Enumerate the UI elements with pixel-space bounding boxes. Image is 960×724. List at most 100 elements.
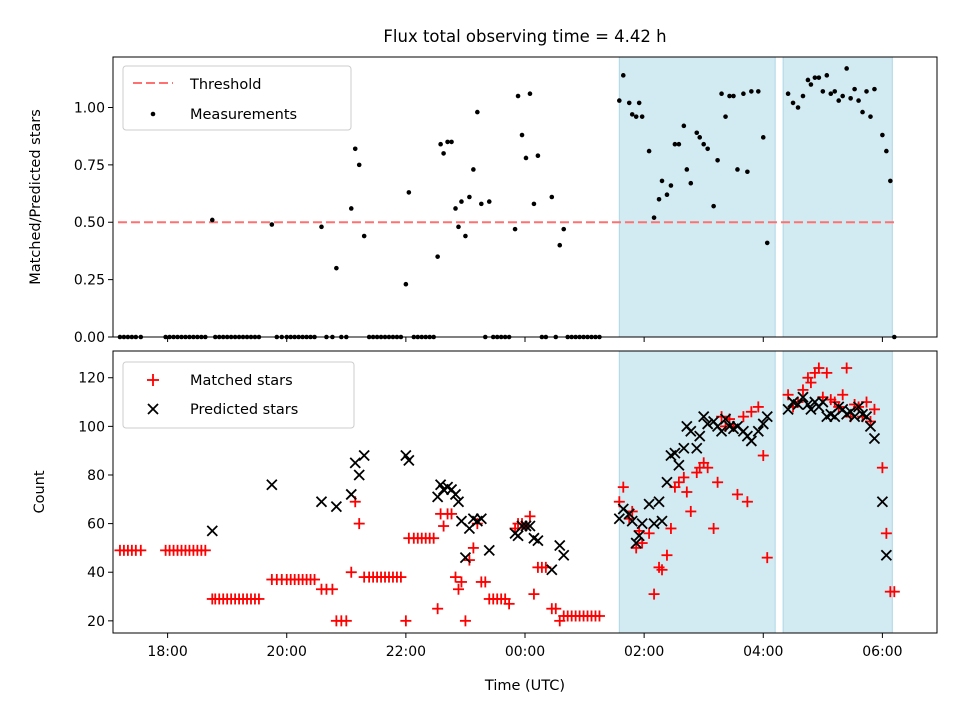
measurement-point [715,157,720,163]
predicted-star-point [691,442,703,454]
bottom-y-ticks: 20 40 60 80 100 120 [78,371,113,630]
matched-star-point [617,481,629,493]
measurement-point [844,66,849,71]
predicted-star-point [868,432,881,445]
measurement-point [872,86,877,92]
measurement-point [475,109,480,115]
measurement-point [651,215,657,220]
y-tick-label: 0.50 [74,215,105,231]
measurement-point [681,123,687,129]
matched-star-point [395,571,407,583]
predicted-star-point [864,420,877,432]
measurement-point [626,100,632,106]
predicted-star-point [520,520,532,532]
x-tick-label: 06:00 [862,644,902,660]
matched-star-point [648,588,660,600]
measurement-point [659,178,665,184]
measurement-point [479,201,484,207]
matched-star-point [797,384,809,396]
measurement-point [688,180,694,186]
measurement-point [352,146,358,152]
measurement-point [549,194,555,200]
matched-star-point [432,603,444,615]
matched-star-point [353,518,365,530]
measurement-point [805,77,811,83]
predicted-star-point [613,513,625,525]
measurement-point [800,93,806,99]
y-tick-label: 0.75 [74,158,105,174]
legend-matched-label: Matched stars [190,373,293,389]
measurement-point [808,82,814,87]
top-x-ticks [167,337,883,342]
legend-measurements-label: Measurements [190,107,297,123]
matched-star-point [135,544,147,556]
predicted-star-point [643,498,655,510]
measurement-point [319,224,324,230]
measurement-point [535,153,541,158]
predicted-star-point [353,469,365,481]
measurement-point [656,196,662,202]
measurement-point [664,192,670,198]
measurement-point [880,132,885,138]
measurement-point [816,75,822,80]
predicted-star-point [797,391,809,403]
matched-star-point [782,389,794,401]
measurement-point [406,190,412,195]
matched-star-point [479,576,491,588]
measurement-point [684,167,690,172]
predicted-star-point [669,447,681,459]
legend-predicted-label: Predicted stars [190,402,298,418]
predicted-star-point [459,552,472,564]
measurement-point [449,139,454,145]
predicted-star-point [702,418,714,430]
matched-star-point [400,615,412,627]
measurement-point [820,89,826,94]
measurement-point [519,132,525,138]
predicted-star-point [532,534,544,547]
measurement-point [745,169,750,175]
predicted-star-point [626,515,638,527]
matched-star-point [731,488,743,500]
predicted-star-point [745,435,757,447]
top-axes-frame [112,56,938,338]
predicted-star-point [358,449,370,462]
matched-star-point [665,522,677,534]
matched-star-point [702,462,714,474]
predicted-star-point [673,459,685,471]
measurement-point [636,100,642,106]
y-tick-label: 40 [87,565,105,581]
predicted-star-point [546,564,558,576]
predicted-star-point [876,496,889,508]
measurement-point [812,75,818,80]
predicted-star-point [475,513,487,525]
shaded-region-1 [618,350,776,634]
measurement-point [852,86,857,92]
measurement-point [824,73,830,78]
matched-star-point [673,476,685,488]
shaded-region-1 [618,56,776,338]
matched-star-point [757,450,769,462]
matched-star-point [841,362,853,374]
matched-star-point [340,615,352,627]
predicted-star-point [852,401,865,413]
predicted-star-point [805,403,817,415]
legend-measurements-swatch [150,111,156,117]
matched-star-point [524,510,536,522]
x-tick-label: 04:00 [743,644,783,660]
measurement-point [361,233,367,239]
measurement-point [620,73,626,78]
matched-star-point [550,603,562,615]
top-panel: 0.00 0.25 0.50 0.75 1.00 Matched/Predicted s… [28,56,938,346]
measurement-point [438,141,443,147]
matched-star-point [813,362,825,374]
legend-threshold-label: Threshold [189,77,261,93]
measurement-point [471,167,476,172]
matched-star-point [253,593,265,605]
predicted-star-point [266,479,278,491]
matched-star-point [737,411,749,423]
measurement-point [795,105,801,110]
matched-star-point [745,406,757,418]
measurement-point [467,194,472,200]
measurement-point [515,93,521,99]
